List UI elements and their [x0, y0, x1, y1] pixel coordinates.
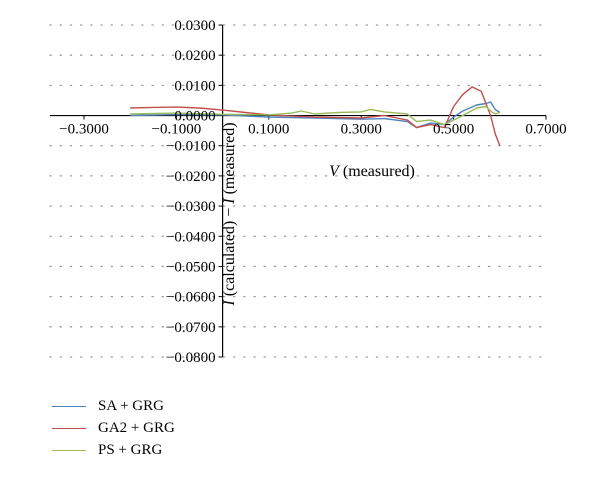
series-line — [130, 105, 501, 126]
y-tick-label: −0.0700 — [166, 320, 216, 336]
legend-swatch — [52, 427, 86, 429]
axes — [50, 24, 547, 358]
chart-svg: 0.0300 0.0200 0.0100 0.0000 −0.0100 −0.0200 −0… — [49, 18, 567, 366]
legend-label: SA + GRG — [98, 397, 164, 414]
y-tick-label: −0.0800 — [166, 350, 216, 366]
legend-swatch — [52, 449, 86, 451]
x-tick-label: 0.1000 — [248, 122, 289, 138]
series-line — [130, 101, 501, 129]
legend-item: GA2 + GRG — [52, 417, 175, 439]
y-tick-label: −0.0400 — [166, 229, 216, 245]
legend-label: GA2 + GRG — [98, 419, 175, 436]
x-tick-label: 0.5000 — [433, 122, 474, 138]
x-tick-label: −0.3000 — [59, 122, 109, 138]
x-tick-label: 0.7000 — [525, 122, 566, 138]
y-tick-label: −0.0500 — [166, 259, 216, 275]
y-tick-label: −0.0200 — [166, 169, 216, 185]
y-tick-label: −0.0600 — [166, 290, 216, 306]
x-tick-label: 0.3000 — [341, 122, 382, 138]
gridlines — [49, 24, 547, 358]
x-tick-label: −0.1000 — [152, 122, 202, 138]
y-tick-label: 0.0100 — [174, 78, 215, 94]
series-lines — [130, 86, 501, 146]
legend-swatch — [52, 405, 86, 407]
y-tick-label: 0.0300 — [174, 18, 215, 34]
y-tick-label: −0.0100 — [166, 139, 216, 155]
legend-item: PS + GRG — [52, 439, 175, 461]
y-tick-label: 0.0000 — [174, 109, 215, 125]
tick-labels: 0.0300 0.0200 0.0100 0.0000 −0.0100 −0.0200 −0… — [59, 18, 566, 366]
y-tick-label: −0.0300 — [166, 199, 216, 215]
legend-label: PS + GRG — [98, 441, 163, 458]
legend-item: SA + GRG — [52, 395, 175, 417]
x-axis-title: V (measured) — [329, 163, 415, 180]
legend: SA + GRG GA2 + GRG PS + GRG — [52, 395, 175, 461]
y-tick-label: 0.0200 — [174, 48, 215, 64]
series-line — [130, 86, 501, 146]
y-axis-title: I (calculated) − I (measured) — [221, 122, 238, 306]
